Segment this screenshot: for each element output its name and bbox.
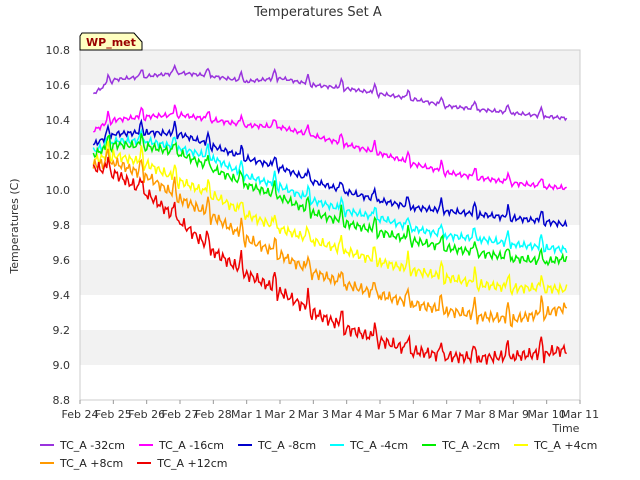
- grid-band: [80, 120, 580, 155]
- legend-swatch: [40, 444, 54, 446]
- legend-row-1: TC_A -32cm TC_A -16cm TC_A -8cm TC_A -4cm TC…: [40, 436, 630, 454]
- x-tick-label: Mar 10: [528, 408, 566, 421]
- x-tick-label: Mar 5: [364, 408, 395, 421]
- legend-label: TC_A +12cm: [157, 456, 228, 470]
- series-line: [92, 63, 568, 122]
- y-tick-label: 10.0: [46, 184, 71, 197]
- x-tick-label: Feb 25: [95, 408, 132, 421]
- y-tick-label: 9.6: [53, 254, 71, 267]
- grid-band: [80, 50, 580, 85]
- series-line: [92, 133, 568, 267]
- y-tick-label: 10.4: [46, 114, 71, 127]
- grid-band: [80, 85, 580, 120]
- y-tick-label: 10.2: [46, 149, 71, 162]
- legend-item: TC_A +12cm: [137, 456, 228, 470]
- x-tick-label: Mar 11: [561, 408, 599, 421]
- legend-item: TC_A -4cm: [330, 439, 408, 452]
- y-tick-label: 8.8: [53, 394, 71, 407]
- y-tick-label: 10.6: [46, 79, 71, 92]
- legend-swatch: [40, 462, 54, 464]
- grid-bands: [80, 50, 580, 400]
- legend-row-2: TC_A +8cm TC_A +12cm: [40, 454, 630, 472]
- legend-item: TC_A -32cm: [40, 439, 125, 452]
- legend-item: TC_A +4cm: [514, 439, 597, 452]
- y-axis-label: Temperatures (C): [8, 178, 21, 274]
- x-tick-label: Feb 26: [128, 408, 165, 421]
- y-tick-label: 9.2: [53, 324, 71, 337]
- x-tick-label: Mar 6: [398, 408, 429, 421]
- legend-label: TC_A +8cm: [60, 456, 124, 470]
- plot-border: [79, 49, 581, 401]
- x-tick-label: Mar 3: [298, 408, 329, 421]
- grid-band: [80, 330, 580, 365]
- y-tick-label: 9.0: [53, 359, 71, 372]
- legend-label: TC_A -32cm: [60, 438, 126, 452]
- legend-item: TC_A -2cm: [422, 439, 500, 452]
- grid-band: [80, 260, 580, 295]
- x-tick-label: Feb 28: [195, 408, 232, 421]
- grid-band: [80, 295, 580, 330]
- x-tick-label: Mar 4: [331, 408, 362, 421]
- legend-swatch: [137, 462, 152, 464]
- badge-shape: [79, 32, 143, 51]
- series-line: [92, 156, 568, 365]
- plot-frame: [79, 49, 581, 401]
- y-axis-ticks: 8.8 9.0 9.2 9.4 9.6 9.8 10.0 10.2 10.4 10.6 10.8: [46, 44, 71, 407]
- legend-label: TC_A -2cm: [442, 438, 501, 452]
- y-tick-label: 9.4: [53, 289, 71, 302]
- y-tick-label: 9.8: [53, 219, 71, 232]
- legend-swatch: [238, 444, 253, 446]
- x-tick-label: Feb 27: [162, 408, 199, 421]
- legend-label: TC_A -4cm: [350, 438, 409, 452]
- legend-label: TC_A -8cm: [258, 438, 317, 452]
- series-line: [92, 118, 568, 229]
- x-tick-label: Mar 8: [464, 408, 495, 421]
- legend-swatch: [422, 444, 437, 446]
- series-line: [92, 104, 567, 191]
- legend-swatch: [514, 444, 529, 446]
- x-tick-label: Mar 7: [431, 408, 462, 421]
- series-layer: [92, 63, 568, 365]
- x-axis-label: Time: [552, 422, 580, 435]
- x-tick-label: Mar 9: [498, 408, 529, 421]
- legend-swatch: [139, 444, 154, 446]
- badge-label: WP_met: [86, 36, 136, 49]
- x-tick-label: Mar 2: [264, 408, 295, 421]
- series-line: [92, 127, 568, 256]
- x-tick-label: Mar 1: [231, 408, 262, 421]
- legend-label: TC_A -16cm: [159, 438, 225, 452]
- legend-swatch: [330, 444, 345, 446]
- y-tick-label: 10.8: [46, 44, 71, 57]
- legend-item: TC_A -8cm: [238, 439, 316, 452]
- x-tick-label: Feb 24: [62, 408, 99, 421]
- chart-title: Temperatures Set A: [253, 5, 382, 20]
- legend-item: TC_A -16cm: [139, 439, 224, 452]
- legend: TC_A -32cm TC_A -16cm TC_A -8cm TC_A -4cm TC…: [40, 436, 630, 472]
- series-line: [92, 148, 568, 328]
- badge: WP_met: [79, 32, 143, 51]
- grid-band: [80, 365, 580, 400]
- legend-item: TC_A +8cm: [40, 457, 123, 470]
- series-line: [92, 140, 568, 297]
- legend-label: TC_A +4cm: [534, 438, 598, 452]
